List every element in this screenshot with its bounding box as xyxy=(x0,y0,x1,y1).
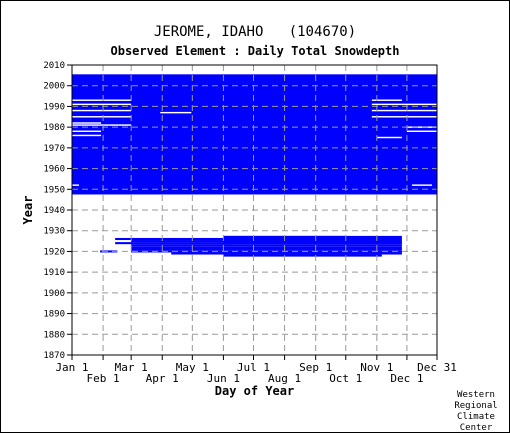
y-tick-label: 1930 xyxy=(43,227,65,237)
x-tick-label: Apr 1 xyxy=(146,372,179,385)
data-gap xyxy=(72,184,80,186)
y-tick-label: 1900 xyxy=(43,289,65,299)
data-block xyxy=(223,254,382,257)
data-gap xyxy=(371,99,402,101)
y-tick-label: 1920 xyxy=(43,247,65,257)
data-block xyxy=(131,240,232,243)
data-gap xyxy=(406,130,437,133)
data-gap xyxy=(72,116,132,118)
chart-subtitle: Observed Element : Daily Total Snowdepth xyxy=(110,44,400,58)
x-tick-label: Dec 1 xyxy=(390,372,423,385)
y-tick-label: 1990 xyxy=(43,102,65,112)
y-tick-label: 1970 xyxy=(43,144,65,154)
y-tick-label: 1910 xyxy=(43,268,65,278)
data-gap xyxy=(371,103,437,106)
data-block xyxy=(72,74,437,195)
data-gap xyxy=(406,126,437,128)
data-gap xyxy=(72,99,132,101)
x-tick-label: Mar 1 xyxy=(115,361,148,374)
x-tick-label: Sep 1 xyxy=(299,361,332,374)
data-gap xyxy=(72,134,102,137)
data-block xyxy=(223,235,402,245)
x-tick-label: May 1 xyxy=(176,361,209,374)
y-tick-label: 2000 xyxy=(43,82,65,92)
data-block xyxy=(171,252,402,255)
data-block xyxy=(115,237,232,241)
credit-block: Western Regional Climate Center xyxy=(448,390,504,434)
y-tick-label: 1960 xyxy=(43,165,65,175)
data-block xyxy=(253,190,272,193)
x-tick-label: Nov 1 xyxy=(360,361,393,374)
x-tick-label: Jan 1 xyxy=(55,361,88,374)
plot-area xyxy=(71,64,438,356)
y-tick-label: 2010 xyxy=(43,61,65,71)
data-gap xyxy=(376,136,402,139)
credit-line-4: Center xyxy=(459,423,493,433)
y-tick-label: 1950 xyxy=(43,185,65,195)
data-gap xyxy=(411,184,432,186)
y-tick-label: 1980 xyxy=(43,123,65,133)
y-tick-label: 1890 xyxy=(43,310,65,320)
x-axis-label: Day of Year xyxy=(215,384,294,398)
x-tick-label: Feb 1 xyxy=(87,372,120,385)
data-gap xyxy=(160,111,192,114)
y-tick-label: 1870 xyxy=(43,351,65,361)
x-tick-label: Jul 1 xyxy=(237,361,270,374)
data-gap xyxy=(72,124,132,126)
data-block xyxy=(131,244,402,247)
data-gap xyxy=(72,109,132,112)
data-gap xyxy=(72,103,132,106)
data-block xyxy=(115,242,232,245)
data-gap xyxy=(371,109,437,112)
y-axis-label: Year xyxy=(21,196,35,225)
credit-line-3: Climate xyxy=(457,412,495,422)
y-tick-label: 1940 xyxy=(43,206,65,216)
credit-line-2: Regional xyxy=(454,401,498,411)
x-tick-label: Aug 1 xyxy=(268,372,301,385)
data-block xyxy=(131,246,402,251)
data-gap xyxy=(72,122,102,124)
x-tick-label: Oct 1 xyxy=(329,372,362,385)
credit-line-1: Western xyxy=(457,390,495,400)
y-tick-label: 1880 xyxy=(43,330,65,340)
data-gap xyxy=(72,130,102,133)
data-block xyxy=(100,250,118,253)
data-gap xyxy=(371,116,437,118)
x-tick-label: Jun 1 xyxy=(207,372,240,385)
chart-title: JEROME, IDAHO (104670) xyxy=(153,24,357,40)
x-tick-label: Dec 31 xyxy=(417,361,457,374)
